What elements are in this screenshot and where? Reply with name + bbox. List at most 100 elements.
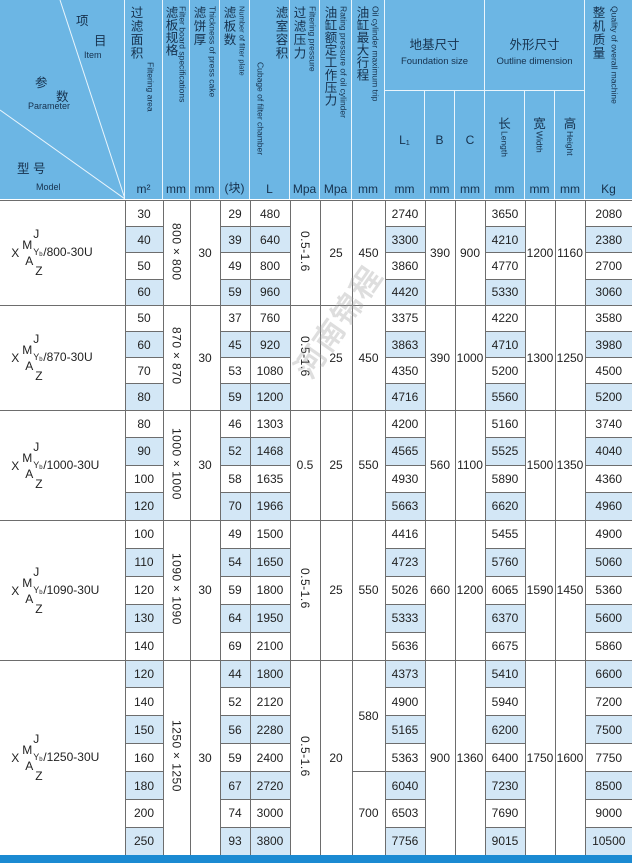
l1-unit: mm: [394, 182, 415, 196]
foundation-l1-cell: 3860: [384, 252, 426, 280]
outline-height-cell: 1160: [554, 200, 586, 306]
plate-count-cell: 53: [219, 357, 251, 385]
weight-cell: 3580: [584, 304, 632, 332]
chamber-volume-zh: 滤室容积: [273, 6, 288, 60]
model-part: b: [39, 357, 43, 364]
chamber-volume-cell: 480: [249, 199, 291, 228]
foundation-c-cell: 1200: [454, 519, 486, 661]
filter-area-cell: 30: [124, 199, 164, 228]
outline-width-cell: 1750: [524, 659, 556, 856]
plate-count-cell: 74: [219, 798, 251, 828]
weight-cell: 2380: [584, 226, 632, 254]
outline-length-cell: 6065: [484, 575, 526, 605]
foundation-c-cell: 1000: [454, 304, 486, 411]
foundation-l1-cell: 5026: [384, 575, 426, 605]
header-corner: 项 目 Item 参 数 Parameter 型 号 Model: [0, 0, 125, 199]
filter-pressure-cell: 0.5-1.6: [289, 659, 321, 856]
foundation-l1-cell: 4200: [384, 409, 426, 438]
diagonal-lines: [0, 0, 125, 199]
filter-pressure-zh: 过滤压力: [291, 6, 306, 60]
plate-count-cell: 49: [219, 252, 251, 280]
rated-pressure-cell: 20: [319, 659, 353, 856]
model-part: J: [33, 732, 40, 747]
thickness-cell: 30: [189, 304, 221, 411]
bottom-bar: [0, 855, 632, 863]
outline-width-cell: 1500: [524, 409, 556, 521]
foundation-l1-cell: 2740: [384, 199, 426, 228]
outline-length-cell: 7230: [484, 771, 526, 800]
foundation-l1-cell: 5663: [384, 492, 426, 521]
filter-area-cell: 140: [124, 631, 164, 661]
weight-cell: 7200: [584, 687, 632, 717]
chamber-volume-cell: 1650: [249, 547, 291, 577]
c-label: C: [465, 133, 475, 147]
width-zh: 宽: [533, 117, 546, 131]
table-row: 120 59 1800 5026 6065 5360: [0, 575, 632, 605]
table-row: 60 45 920 3863 4710 3980: [0, 330, 632, 359]
weight-cell: 4500: [584, 357, 632, 385]
model-part: Y: [33, 752, 40, 763]
chamber-volume-cell: 1303: [249, 409, 291, 438]
weight-cell: 2700: [584, 252, 632, 280]
filter-area-zh: 过滤面积: [128, 6, 143, 60]
foundation-l1-cell: 4373: [384, 659, 426, 689]
foundation-l1-cell: 6040: [384, 771, 426, 800]
plate-count-cell: 46: [219, 409, 251, 438]
model-part: /870-30U: [43, 350, 93, 365]
outline-length-cell: 5455: [484, 519, 526, 549]
header-board-spec: 滤板规格 Filter board specifications mm: [163, 0, 190, 199]
board-spec-unit: mm: [166, 182, 186, 196]
plate-count-cell: 44: [219, 659, 251, 689]
filter-pressure-cell: 0.5-1.6: [289, 519, 321, 661]
foundation-l1-cell: 4350: [384, 357, 426, 385]
board-spec-cell: 1250×1250: [162, 659, 191, 856]
table-row: 60 59 960 4420 5330 3060: [0, 278, 632, 306]
foundation-c-cell: 1100: [454, 409, 486, 521]
outline-width-cell: 1200: [524, 200, 556, 306]
weight-cell: 4040: [584, 437, 632, 466]
plate-count-cell: 59: [219, 743, 251, 773]
table-row: 250 93 3800 7756 9015 10500: [0, 826, 632, 856]
chamber-volume-cell: 920: [249, 330, 291, 359]
plate-count-cell: 37: [219, 304, 251, 332]
outline-length-cell: 5160: [484, 409, 526, 438]
filter-area-cell: 130: [124, 603, 164, 633]
model-part: A: [25, 254, 34, 269]
plate-count-unit: (块): [224, 181, 245, 195]
weight-cell: 7500: [584, 715, 632, 745]
header-weight: 整机质量 Quality of overall machine Kg: [585, 0, 632, 199]
board-spec-cell-text: 870×870: [169, 327, 184, 385]
chamber-volume-cell: 1080: [249, 357, 291, 385]
filter-area-cell: 110: [124, 547, 164, 577]
model-part: A: [25, 466, 34, 481]
thickness-cell: 30: [189, 200, 221, 306]
item-en: Item: [84, 50, 102, 60]
weight-cell: 9000: [584, 798, 632, 828]
outline-width-cell: 1590: [524, 519, 556, 661]
filter-area-cell: 200: [124, 798, 164, 828]
chamber-volume-cell: 1200: [249, 383, 291, 411]
chamber-volume-cell: 1635: [249, 464, 291, 493]
outline-length-cell: 3650: [484, 199, 526, 228]
outline-length-cell: 5525: [484, 437, 526, 466]
model-part: X: [11, 246, 20, 261]
outline-length-cell: 4220: [484, 304, 526, 332]
board-spec-cell: 800×800: [162, 200, 191, 306]
outline-width-cell: 1300: [524, 304, 556, 411]
outline-length-cell: 9015: [484, 826, 526, 856]
weight-en: Quality of overall machine: [609, 6, 620, 104]
model-part: M: [22, 450, 33, 465]
filter-area-cell: 80: [124, 383, 164, 411]
table-header: 项 目 Item 参 数 Parameter 型 号 Model 过滤面积 Fi…: [0, 0, 632, 199]
plate-count-cell: 52: [219, 687, 251, 717]
filter-pressure-cell-text: 0.5-1.6: [298, 735, 312, 777]
